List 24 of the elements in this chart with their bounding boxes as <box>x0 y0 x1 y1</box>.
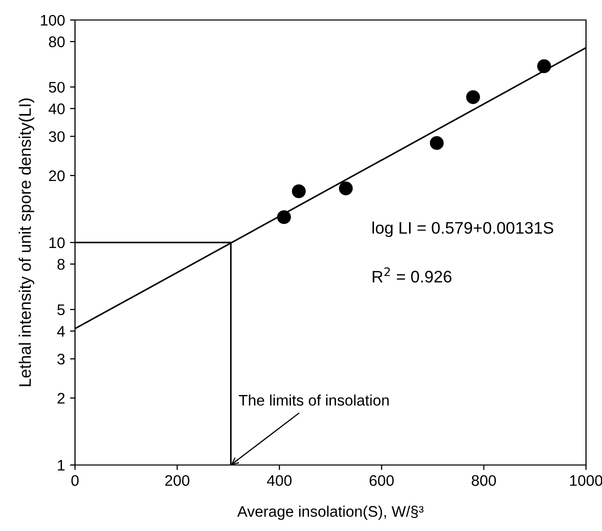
x-tick-label: 1000 <box>570 475 602 486</box>
y-tick-label: 10 <box>49 237 65 248</box>
y-tick-label: 50 <box>48 82 65 93</box>
x-tick-label: 600 <box>370 475 394 486</box>
y-tick-label: 4 <box>57 326 65 337</box>
y-tick-label: 100 <box>40 14 65 26</box>
y-tick-label: 20 <box>49 170 65 182</box>
y-tick-label: 30 <box>48 131 65 142</box>
y-tick-label: 2 <box>58 392 65 404</box>
x-tick-label: 0 <box>71 475 79 486</box>
x-tick-label: 200 <box>165 475 190 486</box>
annotation: The limits of insolation <box>238 394 389 406</box>
y-tick-label: 80 <box>48 36 65 48</box>
x-tick-label: 400 <box>267 475 292 486</box>
y-tick-label: 1 <box>58 460 65 471</box>
y-tick-label: 40 <box>48 103 65 114</box>
y-tick-label: 5 <box>57 304 65 316</box>
annotation: log LI = 0.579+0.00131S <box>372 222 554 238</box>
x-tick-label: 800 <box>472 475 496 486</box>
y-axis-title: Lethal intensity of unit spore density(LI) <box>18 98 34 386</box>
y-tick-label: 3 <box>57 354 65 365</box>
y-tick-label: 8 <box>57 258 65 270</box>
x-axis-title: Average insolation(S), W/§³ <box>237 506 424 520</box>
annotation: R$^{2}$ = 0.926 <box>372 267 452 283</box>
